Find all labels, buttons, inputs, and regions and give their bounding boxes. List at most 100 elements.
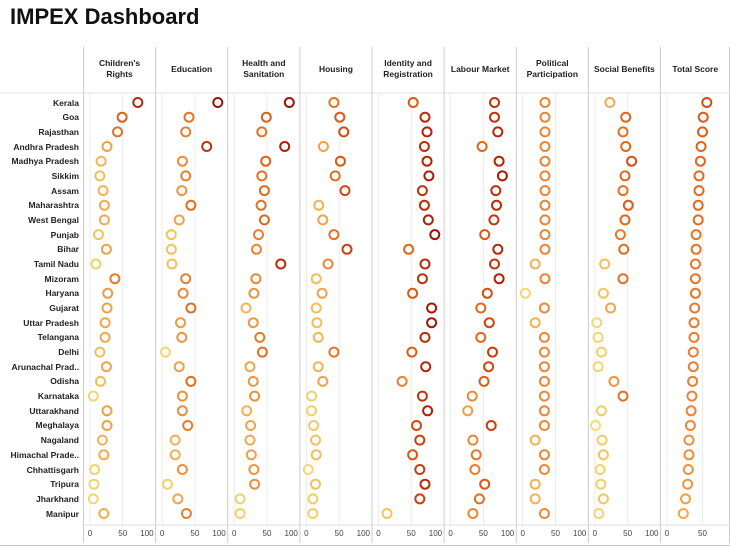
data-point[interactable] [176, 185, 188, 197]
data-point[interactable] [247, 375, 259, 387]
data-point[interactable] [245, 420, 257, 431]
data-point[interactable] [489, 258, 500, 270]
data-point[interactable] [310, 478, 321, 490]
data-point[interactable] [182, 420, 194, 431]
data-point[interactable] [180, 170, 192, 182]
data-point[interactable] [419, 258, 431, 270]
data-point[interactable] [489, 111, 500, 123]
data-point[interactable] [338, 126, 350, 138]
data-point[interactable] [180, 273, 192, 285]
data-point[interactable] [172, 493, 184, 505]
data-point[interactable] [493, 155, 505, 167]
data-point[interactable] [250, 273, 262, 285]
data-point[interactable] [539, 273, 551, 285]
data-point[interactable] [256, 170, 268, 182]
data-point[interactable] [312, 361, 324, 373]
data-point[interactable] [90, 258, 102, 270]
data-point[interactable] [429, 229, 441, 241]
data-point[interactable] [201, 141, 213, 152]
data-point[interactable] [617, 273, 629, 285]
data-point[interactable] [97, 185, 109, 197]
data-point[interactable] [419, 111, 431, 123]
data-point[interactable] [538, 331, 550, 343]
data-point[interactable] [112, 126, 123, 138]
data-point[interactable] [317, 214, 329, 226]
data-point[interactable] [102, 287, 114, 299]
data-point[interactable] [596, 434, 608, 446]
data-point[interactable] [529, 434, 541, 446]
data-point[interactable] [310, 273, 322, 285]
data-point[interactable] [422, 405, 434, 417]
data-point[interactable] [248, 464, 260, 475]
data-point[interactable] [339, 185, 351, 197]
data-point[interactable] [695, 141, 707, 152]
data-point[interactable] [692, 214, 704, 226]
data-point[interactable] [693, 170, 705, 182]
data-point[interactable] [307, 508, 319, 519]
data-point[interactable] [407, 97, 419, 108]
data-point[interactable] [488, 214, 500, 226]
data-point[interactable] [169, 434, 181, 446]
data-point[interactable] [529, 258, 541, 270]
data-point[interactable] [87, 493, 99, 505]
data-point[interactable] [462, 405, 474, 417]
data-point[interactable] [680, 493, 691, 505]
data-point[interactable] [539, 199, 551, 211]
data-point[interactable] [419, 331, 431, 343]
data-point[interactable] [101, 141, 113, 152]
data-point[interactable] [416, 185, 428, 197]
data-point[interactable] [683, 449, 695, 461]
data-point[interactable] [592, 331, 604, 343]
data-point[interactable] [619, 214, 631, 226]
data-point[interactable] [180, 126, 192, 138]
data-point[interactable] [418, 199, 430, 211]
data-point[interactable] [98, 449, 110, 461]
data-point[interactable] [159, 346, 171, 358]
data-point[interactable] [244, 361, 256, 373]
data-point[interactable] [99, 331, 111, 343]
data-point[interactable] [689, 258, 701, 270]
data-point[interactable] [183, 111, 195, 123]
data-point[interactable] [538, 346, 550, 358]
data-point[interactable] [421, 126, 433, 138]
data-point[interactable] [185, 375, 197, 387]
data-point[interactable] [244, 434, 256, 446]
data-point[interactable] [317, 375, 329, 387]
data-point[interactable] [693, 185, 705, 197]
data-point[interactable] [302, 464, 314, 475]
data-point[interactable] [538, 390, 550, 402]
data-point[interactable] [689, 273, 701, 285]
data-point[interactable] [475, 302, 487, 314]
data-point[interactable] [422, 214, 434, 226]
data-point[interactable] [683, 434, 695, 446]
data-point[interactable] [316, 287, 328, 299]
data-point[interactable] [617, 126, 629, 138]
data-point[interactable] [258, 214, 270, 226]
data-point[interactable] [595, 478, 607, 490]
data-point[interactable] [479, 229, 491, 241]
data-point[interactable] [185, 302, 197, 314]
data-point[interactable] [175, 317, 186, 329]
data-point[interactable] [255, 199, 267, 211]
data-point[interactable] [414, 434, 426, 446]
data-point[interactable] [493, 273, 505, 285]
data-point[interactable] [689, 287, 701, 299]
data-point[interactable] [421, 155, 433, 167]
data-point[interactable] [519, 287, 531, 299]
data-point[interactable] [95, 155, 107, 167]
data-point[interactable] [96, 434, 108, 446]
data-point[interactable] [176, 331, 188, 343]
data-point[interactable] [685, 405, 697, 417]
data-point[interactable] [492, 126, 504, 138]
data-point[interactable] [94, 346, 106, 358]
data-point[interactable] [690, 229, 702, 241]
data-point[interactable] [614, 229, 626, 241]
data-point[interactable] [416, 390, 428, 402]
data-point[interactable] [165, 243, 177, 255]
data-point[interactable] [604, 97, 616, 108]
data-point[interactable] [334, 155, 346, 167]
data-point[interactable] [622, 199, 634, 211]
data-point[interactable] [180, 508, 192, 519]
data-point[interactable] [496, 170, 508, 182]
data-point[interactable] [101, 420, 113, 431]
